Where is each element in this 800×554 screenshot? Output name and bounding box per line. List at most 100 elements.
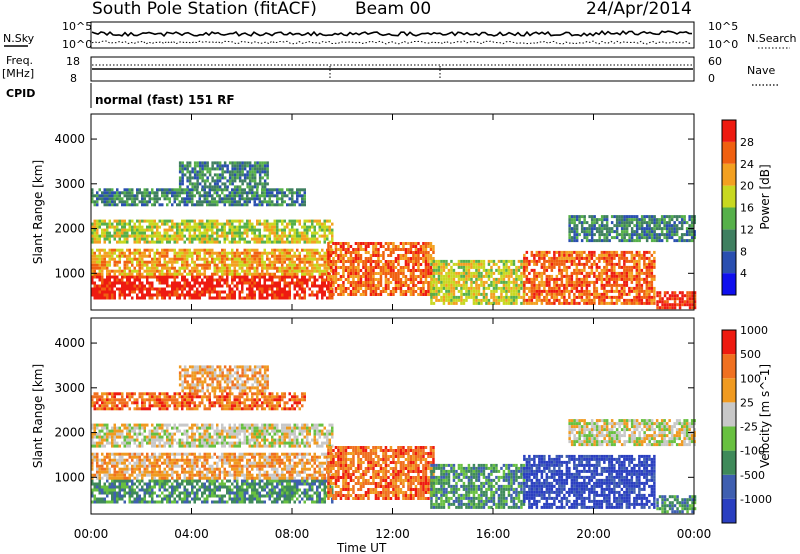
power-cell	[241, 290, 244, 294]
power-cell	[193, 228, 196, 232]
power-cell	[266, 263, 269, 267]
power-cell	[671, 294, 674, 298]
power-cell	[221, 170, 224, 174]
velocity-cell	[116, 494, 119, 498]
power-cell	[176, 290, 179, 294]
power-cell	[301, 287, 304, 291]
power-cell	[377, 254, 380, 257]
power-cell	[550, 286, 554, 290]
power-cell	[128, 260, 131, 264]
power-cell	[505, 262, 508, 266]
power-cell	[118, 272, 121, 276]
power-cell	[440, 265, 443, 269]
power-cell	[231, 296, 234, 300]
power-cell	[535, 289, 539, 293]
power-cell	[490, 283, 493, 287]
power-cell	[263, 219, 266, 223]
power-cell	[608, 239, 611, 243]
power-cell	[445, 262, 448, 266]
power-cell	[610, 215, 614, 219]
power-cell	[530, 277, 534, 281]
power-cell	[141, 266, 144, 270]
power-cell	[111, 191, 114, 195]
power-cell	[286, 194, 289, 198]
power-cell	[548, 286, 551, 290]
power-cell	[321, 248, 324, 252]
power-cell	[369, 254, 373, 257]
power-cell	[278, 237, 281, 241]
power-cell	[530, 298, 534, 302]
power-cell	[465, 292, 468, 296]
power-cell	[394, 266, 398, 269]
power-cell	[424, 254, 428, 257]
power-cell	[583, 236, 586, 240]
power-cell	[181, 260, 184, 264]
power-cell	[156, 278, 159, 282]
power-cell	[113, 194, 116, 198]
power-cell	[462, 277, 466, 281]
power-cell	[688, 230, 691, 234]
power-cell	[311, 225, 314, 229]
power-cell	[417, 263, 420, 266]
power-cell	[337, 293, 340, 296]
power-cell	[648, 286, 651, 290]
power-cell	[118, 200, 121, 204]
power-cell	[193, 176, 197, 180]
power-cell	[342, 287, 345, 290]
power-cell	[123, 188, 126, 192]
power-cell	[510, 271, 513, 275]
power-cell	[437, 286, 441, 290]
power-cell	[178, 293, 181, 297]
power-cell	[334, 254, 338, 257]
power-cell	[512, 298, 516, 302]
power-cell	[603, 256, 606, 260]
power-cell	[136, 287, 139, 291]
power-cell	[419, 278, 423, 281]
power-cell	[608, 277, 611, 281]
power-cell	[638, 268, 641, 272]
power-cell	[507, 265, 511, 269]
power-cell	[156, 240, 159, 244]
power-cell	[334, 251, 338, 254]
power-cell	[231, 197, 234, 201]
power-cell	[653, 239, 656, 243]
power-cell	[500, 274, 503, 278]
power-cell	[188, 225, 191, 229]
power-cell	[372, 245, 375, 248]
power-cell	[151, 219, 154, 223]
power-cell	[101, 228, 104, 232]
power-cell	[228, 272, 231, 276]
power-cell	[178, 281, 181, 285]
power-cell	[278, 254, 281, 258]
power-cell	[442, 286, 446, 290]
power-cell	[588, 224, 591, 228]
power-cell	[256, 167, 259, 171]
power-cell	[445, 295, 448, 299]
power-cell	[206, 203, 209, 207]
power-cell	[442, 265, 446, 269]
power-cell	[560, 268, 564, 272]
power-cell	[588, 233, 591, 237]
power-cell	[248, 167, 252, 171]
power-cell	[186, 200, 189, 204]
power-cell	[650, 265, 654, 269]
power-cell	[648, 215, 651, 219]
power-cell	[512, 268, 516, 272]
power-cell	[595, 239, 599, 243]
power-cell	[424, 251, 428, 254]
power-cell	[208, 281, 211, 285]
power-cell	[166, 260, 169, 264]
power-cell	[148, 272, 151, 276]
power-cell	[640, 289, 644, 293]
power-cell	[211, 240, 214, 244]
power-cell	[339, 242, 343, 245]
power-cell	[196, 170, 199, 174]
power-cell	[161, 266, 164, 270]
power-cell	[427, 269, 430, 272]
power-cell	[650, 295, 654, 299]
power-cell	[643, 236, 646, 240]
power-cell	[377, 242, 380, 245]
power-cell	[303, 281, 306, 285]
power-cell	[196, 173, 199, 177]
velocity-cell	[106, 500, 109, 504]
